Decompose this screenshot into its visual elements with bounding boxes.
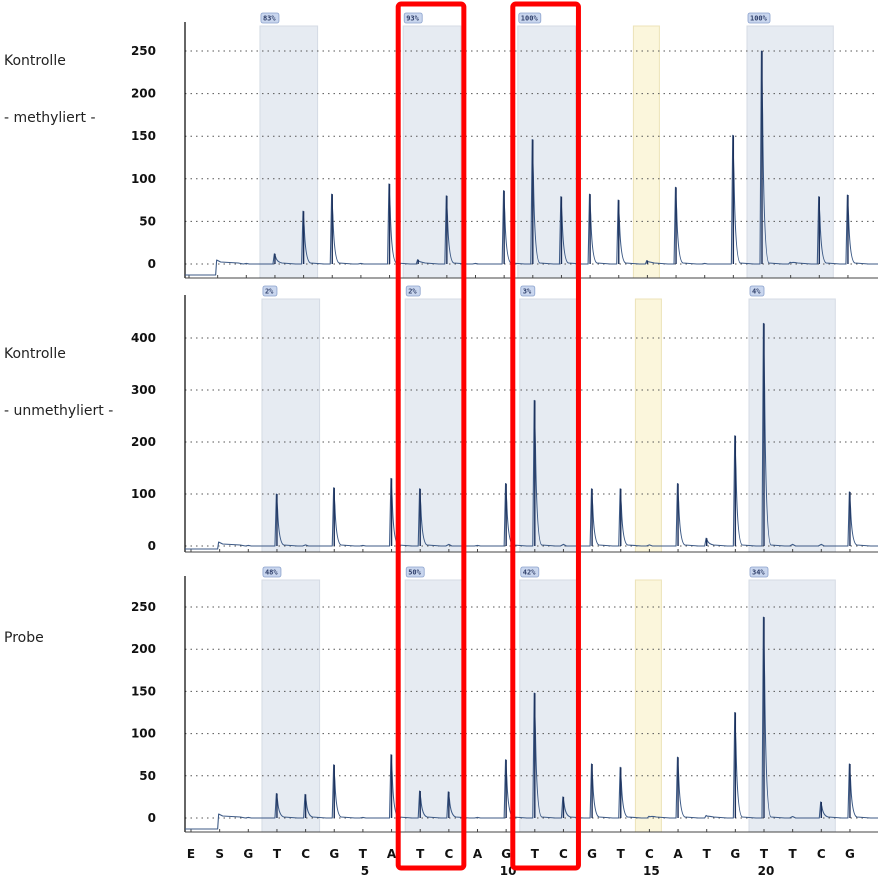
panel-label-line2: - methyliert -: [4, 110, 96, 126]
methylation-badge: [405, 285, 421, 297]
y-tick-label: 250: [131, 600, 156, 614]
dispensation-label: C: [301, 847, 310, 861]
methylation-percent-label: 34%: [752, 569, 765, 577]
y-tick-label: 200: [131, 87, 156, 101]
dispensation-label: T: [703, 847, 712, 861]
pyrogram-trace: [185, 50, 878, 276]
position-index-label: 20: [758, 864, 775, 878]
methylation-badge: [518, 12, 542, 24]
methylation-badge: [403, 12, 423, 24]
y-tick-label: 400: [131, 331, 156, 345]
methylation-percent-label: 3%: [523, 288, 532, 296]
y-tick-label: 150: [131, 684, 156, 698]
y-tick-label: 0: [148, 811, 156, 825]
methylation-percent-label: 83%: [263, 15, 276, 23]
y-tick-label: 250: [131, 44, 156, 58]
cpg-region: [404, 579, 464, 833]
panel-label-methyliert: Kontrolle - methyliert -: [4, 14, 96, 147]
y-tick-label: 100: [131, 172, 156, 186]
methylation-percent-label: 100%: [750, 15, 768, 23]
position-index-label: 15: [643, 864, 660, 878]
dispensation-label: C: [817, 847, 826, 861]
methylation-percent-label: 2%: [408, 288, 417, 296]
dispensation-label: G: [587, 847, 597, 861]
dispensation-label: G: [329, 847, 339, 861]
dispensation-label: T: [617, 847, 626, 861]
position-index-label: 5: [361, 864, 369, 878]
pyrogram-panel-1: 83% 93% 100% 100% 0 50 100 150 200 250: [131, 12, 878, 279]
pyrogram-panel-2: 2% 2% 3% 4% 0 100 200 300 400: [131, 285, 878, 553]
y-tick-label: 0: [148, 539, 156, 553]
cpg-region: [404, 298, 464, 553]
cpg-region: [261, 579, 321, 833]
panel-label-line1: Kontrolle: [4, 53, 66, 69]
y-tick-label: 50: [139, 214, 156, 228]
dispensation-label: G: [243, 847, 253, 861]
cpg-region: [519, 579, 578, 833]
highlight-box: [395, 1, 467, 871]
dispensation-label: A: [473, 847, 483, 861]
methylation-percent-label: 2%: [265, 288, 274, 296]
methylation-badge: [520, 566, 540, 578]
y-tick-label: 100: [131, 487, 156, 501]
dispensation-label: T: [789, 847, 798, 861]
dispensation-label: E: [187, 847, 195, 861]
methylation-badge: [520, 285, 536, 297]
cpg-region: [517, 25, 576, 279]
panel-label-probe: Probe: [4, 591, 44, 667]
dispensation-label: G: [845, 847, 855, 861]
dispensation-label: C: [645, 847, 654, 861]
methylation-percent-label: 48%: [265, 569, 278, 577]
dispensation-label: T: [531, 847, 540, 861]
cpg-region: [519, 298, 578, 553]
y-tick-label: 0: [148, 257, 156, 271]
panel-label-unmethyliert: Kontrolle - unmethyliert -: [4, 307, 113, 440]
methylation-badge: [747, 12, 771, 24]
dispensation-label: C: [444, 847, 453, 861]
dispensation-label: C: [559, 847, 568, 861]
cpg-region: [259, 25, 319, 279]
y-tick-label: 200: [131, 435, 156, 449]
dispensation-label: T: [760, 847, 769, 861]
dispensation-label: T: [359, 847, 368, 861]
methylation-badge: [260, 12, 280, 24]
highlight-box: [510, 1, 581, 871]
panel-label-line1: Probe: [4, 630, 44, 646]
cpg-region: [261, 298, 321, 553]
methylation-percent-label: 50%: [408, 569, 421, 577]
methylation-percent-label: 100%: [521, 15, 539, 23]
y-tick-label: 50: [139, 769, 156, 783]
bisulfite-control-region: [632, 25, 660, 279]
bisulfite-control-region: [634, 579, 662, 833]
y-tick-label: 150: [131, 129, 156, 143]
methylation-badge: [262, 285, 278, 297]
pyrogram-panel-3: 48% 50% 42% 34% 0 50 100 150 200 250: [131, 566, 878, 833]
cpg-region: [402, 25, 462, 279]
methylation-badge: [749, 285, 765, 297]
methylation-badge: [262, 566, 282, 578]
methylation-percent-label: 42%: [523, 569, 536, 577]
dispensation-label: T: [416, 847, 425, 861]
panel-label-line1: Kontrolle: [4, 346, 66, 362]
dispensation-label: G: [501, 847, 511, 861]
dispensation-label: G: [730, 847, 740, 861]
y-tick-label: 300: [131, 383, 156, 397]
methylation-percent-label: 93%: [406, 15, 419, 23]
bisulfite-control-region: [634, 298, 662, 553]
dispensation-label: A: [673, 847, 683, 861]
y-tick-label: 200: [131, 642, 156, 656]
y-tick-label: 100: [131, 727, 156, 741]
dispensation-label: T: [273, 847, 282, 861]
methylation-badge: [405, 566, 425, 578]
dispensation-label: S: [215, 847, 224, 861]
panel-label-line2: - unmethyliert -: [4, 403, 114, 419]
methylation-percent-label: 4%: [752, 288, 761, 296]
dispensation-label: A: [387, 847, 397, 861]
methylation-badge: [749, 566, 769, 578]
